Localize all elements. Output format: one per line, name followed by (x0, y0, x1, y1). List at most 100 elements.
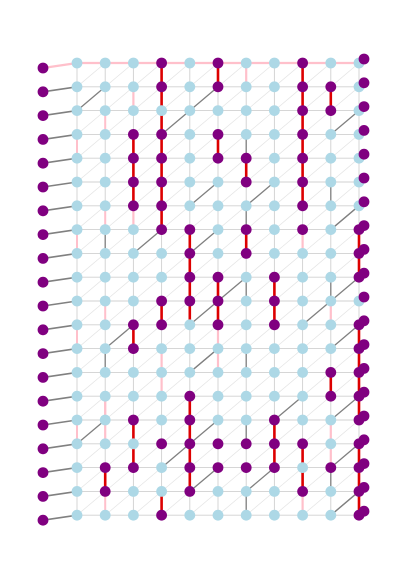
diag-edge (76, 229, 106, 254)
graph-node-light (269, 367, 280, 378)
graph-node-light (127, 367, 139, 378)
graph-node-dark (269, 438, 280, 450)
graph-node-dark (127, 343, 139, 354)
diag-edge (217, 372, 247, 397)
diag-edge (217, 491, 247, 516)
graph-node-light (325, 438, 337, 450)
diag-edge (302, 443, 332, 468)
graph-node-light (99, 224, 111, 236)
graph-node-light (99, 129, 111, 140)
graph-node-light (325, 486, 337, 497)
graph-node-light (269, 248, 280, 259)
diag-edge (104, 110, 134, 135)
graph-node-dark (240, 152, 252, 164)
graph-node-light (297, 390, 308, 402)
graph-node-dark (240, 224, 252, 236)
graph-node-light (156, 462, 168, 473)
diag-edge (302, 205, 332, 230)
diag-edge (104, 419, 134, 445)
diag-edge-dark (104, 324, 135, 350)
graph-node-dark (297, 224, 308, 236)
diag-edge-dark (189, 86, 219, 112)
diag-edge (217, 395, 247, 421)
graph-node-light (240, 200, 252, 212)
diag-edge (245, 110, 275, 135)
graph-node-light (99, 271, 111, 283)
graph-node-light (156, 486, 168, 497)
left-link-edge (42, 276, 78, 284)
graph-node-light (240, 319, 252, 331)
diag-edge (161, 181, 191, 207)
diag-edge (189, 372, 219, 397)
diag-edge (104, 491, 134, 516)
diag-edge (330, 157, 360, 183)
graph-node-light (71, 367, 83, 378)
graph-node-light (297, 462, 308, 473)
diag-edge (161, 372, 191, 397)
graph-node-light (269, 390, 280, 402)
graph-node-light (71, 152, 83, 164)
diag-edge (189, 205, 219, 230)
diag-edge (302, 134, 332, 159)
diag-edge (330, 181, 360, 207)
graph-node-light (71, 200, 83, 212)
graph-node-light (212, 248, 224, 259)
right-node (358, 339, 370, 350)
graph-node-dark (297, 81, 308, 93)
diag-edge (274, 300, 303, 326)
graph-node-light (240, 105, 252, 116)
graph-node-light (297, 319, 308, 331)
right-node (358, 505, 370, 517)
graph-node-light (240, 390, 252, 402)
right-node (358, 220, 370, 232)
graph-node-light (184, 509, 196, 521)
graph-node-light (156, 390, 168, 402)
graph-node-light (184, 200, 196, 212)
diag-edge (133, 110, 162, 135)
diag-edge (76, 181, 106, 207)
left-node (37, 419, 49, 431)
right-node (358, 244, 370, 255)
diag-edge (189, 324, 219, 349)
diag-edge (217, 467, 247, 492)
graph-node-light (71, 81, 83, 93)
graph-node-light (71, 105, 83, 116)
graph-node-dark (325, 105, 337, 116)
diag-edge (133, 372, 162, 397)
graph-node-light (325, 224, 337, 236)
graph-node-light (71, 343, 83, 354)
diag-edge (161, 205, 191, 230)
diag-edge (217, 205, 247, 230)
graph-node-dark (184, 390, 196, 402)
diag-edge (104, 372, 134, 397)
graph-node-dark (212, 129, 224, 140)
left-node (37, 229, 49, 241)
left-node (37, 253, 49, 264)
diag-edge (217, 110, 247, 135)
diag-edge (76, 491, 106, 516)
left-node (37, 324, 49, 336)
diag-edge (245, 491, 275, 516)
graph-node-light (297, 367, 308, 378)
diag-edge (330, 372, 360, 397)
diag-edge-dark (330, 109, 360, 136)
graph-node-dark (240, 176, 252, 188)
diag-edge (302, 324, 332, 349)
graph-node-light (212, 105, 224, 116)
graph-node-light (71, 509, 83, 521)
diag-edge (217, 134, 247, 159)
graph-node-dark (127, 152, 139, 164)
graph-node-light (297, 414, 308, 426)
diag-edge-dark (189, 300, 219, 326)
graph-node-dark (184, 224, 196, 236)
diag-edge (274, 419, 303, 445)
diag-edge (76, 395, 106, 421)
graph-node-light (325, 129, 337, 140)
diag-edge (189, 253, 219, 278)
graph-node-light (127, 509, 139, 521)
graph-node-light (325, 509, 337, 521)
graph-node-light (127, 390, 139, 402)
diag-edge-dark (217, 276, 247, 302)
diag-edge-dark (189, 181, 219, 207)
graph-node-dark (297, 176, 308, 188)
